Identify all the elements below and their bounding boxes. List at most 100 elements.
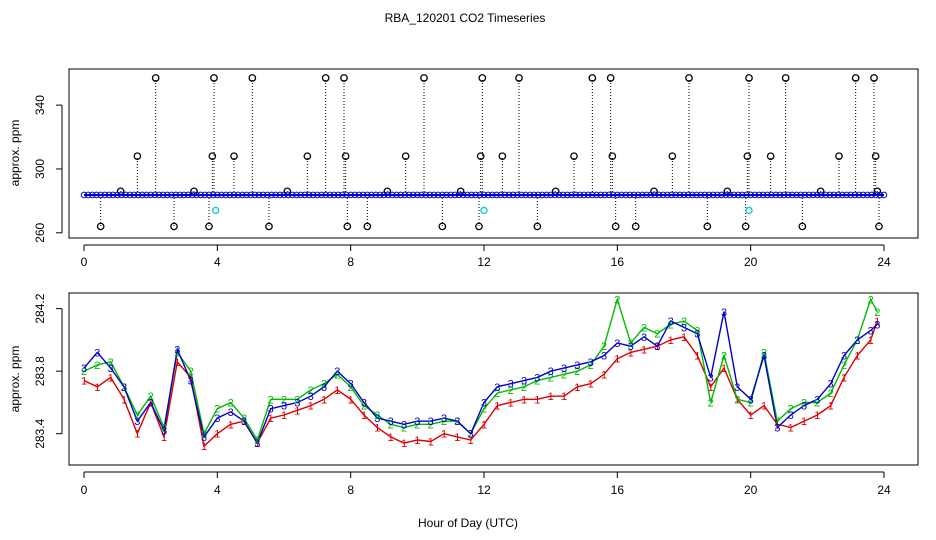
series-2-marker: 2	[521, 382, 527, 394]
series-3-marker: 3	[308, 391, 314, 403]
baseline-point	[418, 191, 425, 199]
series-2-marker: 2	[841, 360, 847, 372]
baseline-point	[226, 191, 234, 199]
baseline-point	[134, 191, 142, 199]
baseline-point	[251, 191, 259, 199]
bottom-plot-frame	[68, 292, 919, 466]
baseline-point	[493, 191, 500, 199]
baseline-point	[109, 191, 117, 199]
series-2-marker: 2	[441, 416, 447, 428]
baseline-point	[630, 191, 638, 199]
series-2-marker: 2	[108, 357, 114, 369]
series-2-marker: 2	[148, 391, 154, 403]
baseline-point	[126, 191, 134, 199]
spike-point	[476, 152, 485, 161]
baseline-point	[843, 191, 850, 199]
series-1-marker: 1	[868, 335, 874, 347]
series-2-marker: 2	[614, 294, 620, 306]
series-1-marker: 1	[161, 432, 167, 444]
bottom-x-tick-label: 12	[477, 483, 491, 497]
series-1-marker: 1	[401, 438, 407, 450]
baseline-point	[634, 191, 642, 199]
series-2-marker: 2	[428, 419, 434, 431]
bottom-y-axis-label: approx. ppm	[8, 346, 22, 413]
baseline-point	[551, 191, 559, 199]
series-2-marker: 2	[268, 394, 274, 406]
baseline-point	[597, 191, 604, 199]
baseline-point	[293, 191, 300, 199]
series-2-line	[83, 296, 878, 442]
baseline-point	[243, 191, 250, 199]
series-2-marker: 2	[401, 422, 407, 434]
baseline-point	[601, 191, 609, 199]
baseline-point	[872, 191, 879, 199]
baseline-point	[343, 191, 350, 199]
spike-point	[265, 222, 273, 231]
baseline-point	[868, 191, 875, 199]
series-1-marker: 1	[81, 376, 87, 388]
baseline-point	[626, 191, 634, 199]
spike-point	[363, 222, 372, 231]
baseline-point	[880, 191, 888, 199]
series-1-marker: 1	[668, 335, 674, 347]
baseline-point	[351, 191, 359, 199]
spike-point	[835, 152, 843, 161]
baseline-point	[289, 191, 296, 199]
spike-point	[703, 222, 712, 231]
top-plot-frame	[68, 68, 919, 239]
baseline-point	[159, 191, 167, 199]
spike-point	[205, 222, 213, 231]
series-3-marker: 3	[774, 422, 780, 434]
series-1-line	[83, 320, 878, 448]
spike-point	[871, 152, 880, 161]
series-1-marker: 1	[854, 351, 860, 363]
series-3-marker: 3	[814, 394, 820, 406]
baseline-point	[459, 191, 467, 199]
baseline-point	[651, 191, 659, 199]
series-3-marker: 3	[148, 397, 154, 409]
series-3-marker: 3	[841, 351, 847, 363]
series-1-marker: 1	[268, 413, 274, 425]
spike-point	[766, 152, 775, 161]
series-2-marker: 2	[761, 347, 767, 359]
top-y-tick-label: 300	[33, 159, 47, 179]
spike-point	[745, 74, 753, 82]
baseline-point	[309, 191, 317, 199]
baseline-point	[80, 191, 88, 199]
baseline-point	[334, 191, 342, 199]
baseline-point	[105, 191, 113, 199]
top-y-axis-label: approx. ppm	[8, 120, 22, 187]
spike-point	[303, 152, 312, 161]
bottom-y-tick-label: 283.4	[33, 418, 47, 448]
cyan-point	[745, 206, 753, 215]
spike-point	[230, 152, 238, 161]
baseline-point	[605, 191, 613, 199]
series-2-marker: 2	[681, 316, 687, 328]
baseline-point	[530, 191, 538, 199]
series-3-marker: 3	[628, 341, 634, 353]
series-2-marker: 2	[588, 360, 594, 372]
baseline-point	[118, 191, 125, 199]
series-2-marker: 2	[508, 385, 514, 397]
series-1-marker: 1	[601, 369, 607, 381]
baseline-point	[697, 191, 704, 199]
baseline-point	[359, 191, 367, 199]
baseline-point	[759, 191, 767, 199]
series-3-marker: 3	[188, 376, 194, 388]
series-1-marker: 1	[388, 432, 394, 444]
baseline-point	[680, 191, 688, 199]
series-2-marker: 2	[228, 397, 234, 409]
series-3-marker: 3	[654, 341, 660, 353]
baseline-point	[584, 191, 592, 199]
baseline-point	[747, 191, 754, 199]
baseline-point	[239, 191, 246, 199]
baseline-point	[522, 191, 529, 199]
series-2-marker: 2	[81, 366, 87, 378]
top-x-tick-label: 12	[477, 255, 491, 269]
series-1-marker: 1	[241, 416, 247, 428]
baseline-point	[93, 191, 100, 199]
spike-point	[743, 152, 752, 161]
series-3-marker: 3	[241, 416, 247, 428]
series-2-marker: 2	[321, 379, 327, 391]
